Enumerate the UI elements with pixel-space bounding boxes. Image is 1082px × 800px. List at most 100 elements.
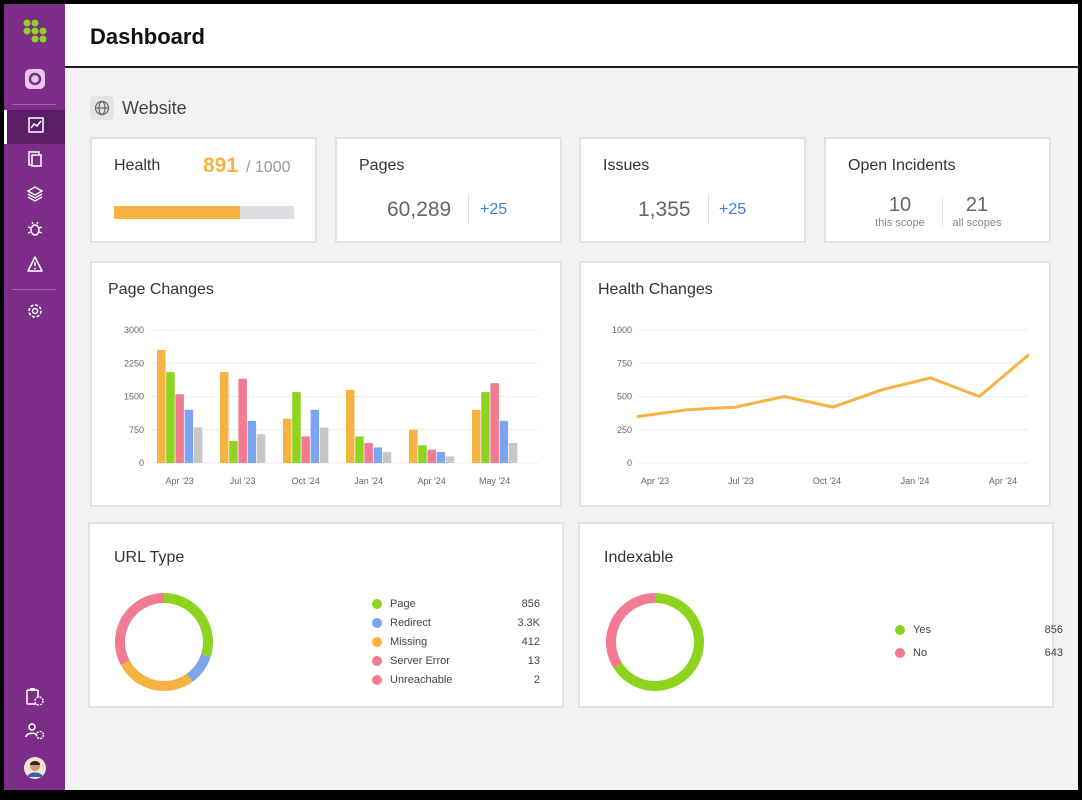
stat-divider [942, 197, 943, 227]
bar [481, 392, 490, 463]
scope-icon[interactable] [4, 62, 65, 96]
y-tick-label: 2250 [124, 358, 144, 368]
incidents-this-scope-label: this scope [875, 217, 925, 229]
issues-card[interactable]: Issues 1,355 +25 [579, 137, 806, 243]
donut-slice [606, 593, 704, 691]
bar [310, 409, 320, 463]
incidents-card[interactable]: Open Incidents 10 this scope 21 all scop… [824, 137, 1051, 243]
sidebar-divider [12, 104, 56, 105]
x-tick-label: May '24 [479, 476, 510, 486]
x-tick-label: Apr '24 [418, 476, 446, 486]
legend-label: Server Error [390, 655, 450, 667]
donut-slice [115, 593, 213, 691]
bar [319, 427, 329, 463]
health-changes-chart: 0 250 500 750 1000 Apr '23 Jul '23 Oct '24 Jan '… [612, 325, 1030, 486]
url-type-donut [115, 593, 213, 691]
indexable-card: Indexable Yes 856 No 643 [578, 522, 1063, 708]
bar [490, 383, 499, 463]
incidents-all-scopes-value: 21 [965, 194, 989, 216]
legend-label: Unreachable [390, 674, 453, 686]
bar [508, 443, 518, 463]
pages-count: 60,289 [387, 198, 452, 221]
y-tick-label: 750 [617, 358, 632, 368]
legend-item[interactable]: Missing 412 [372, 636, 540, 648]
sidebar-item-settings[interactable] [4, 296, 65, 330]
bar [373, 447, 383, 463]
legend-value: 412 [521, 636, 540, 648]
health-changes-card: Health Changes 0 250 500 750 1000 Apr '23 Jul … [579, 261, 1051, 507]
page-changes-chart: 0 750 1500 2250 3000 Apr '23 Jul '23 Oct '24 Jan… [124, 325, 538, 486]
donut-slice [115, 593, 213, 691]
sidebar-item-layers[interactable] [4, 179, 65, 213]
bar [418, 445, 427, 463]
y-tick-label: 750 [129, 425, 144, 435]
issues-delta: +25 [719, 201, 747, 218]
sidebar-item-incidents[interactable] [4, 249, 65, 283]
bar [499, 420, 509, 463]
health-progress-fill [114, 206, 240, 219]
settings-icon [26, 302, 44, 325]
bar [292, 392, 301, 463]
incidents-all-scopes[interactable]: 21 all scopes [942, 194, 1012, 229]
legend-item[interactable]: Server Error 13 [372, 655, 540, 667]
legend-value: 13 [527, 655, 540, 667]
bar [364, 443, 373, 463]
legend-item[interactable]: Page 856 [372, 598, 540, 610]
pages-delta: +25 [480, 201, 508, 218]
issues-count: 1,355 [638, 198, 691, 221]
x-tick-label: Apr '24 [989, 476, 1017, 486]
bar [184, 409, 194, 463]
sidebar-item-issues[interactable] [4, 214, 65, 248]
page-changes-card: Page Changes 0 750 1500 2250 3000 Apr '23 Jul … [90, 261, 562, 507]
warning-icon [26, 255, 43, 277]
legend-dot [372, 618, 382, 628]
y-tick-label: 500 [617, 392, 632, 402]
app-window: Dashboard Website Health 891 / 1000 Page… [4, 4, 1078, 790]
sidebar-item-scope-settings[interactable] [4, 682, 65, 716]
legend-value: 856 [521, 598, 540, 610]
health-card[interactable]: Health 891 / 1000 [90, 137, 317, 243]
legend-item[interactable]: Redirect 3.3K [372, 617, 540, 629]
y-tick-label: 0 [139, 458, 144, 468]
legend-value: 2 [533, 674, 540, 686]
bar [283, 418, 292, 463]
header: Dashboard [65, 4, 1078, 68]
legend-dot [372, 675, 382, 685]
sidebar-item-team-settings[interactable] [4, 716, 65, 750]
legend-label: Redirect [390, 617, 431, 629]
legend-item[interactable]: No 643 [895, 647, 1063, 659]
incidents-this-scope-value: 10 [888, 194, 912, 216]
legend-value: 643 [1044, 647, 1063, 659]
pages-card[interactable]: Pages 60,289 +25 [335, 137, 562, 243]
website-scope[interactable]: Website [90, 96, 187, 120]
health-max: / 1000 [246, 159, 291, 176]
bar [382, 451, 392, 463]
globe-icon [90, 96, 114, 120]
bar [472, 409, 481, 463]
clipboard-settings-icon [25, 687, 45, 712]
sidebar-item-dashboard[interactable] [4, 110, 65, 144]
legend-label: Page [390, 598, 416, 610]
x-tick-label: Jul '23 [230, 476, 256, 486]
health-title: Health [114, 157, 161, 174]
legend-item[interactable]: Yes 856 [895, 624, 1063, 636]
stat-divider [468, 194, 469, 224]
layers-icon [26, 185, 43, 207]
legend-label: No [913, 647, 928, 659]
bar [166, 372, 175, 463]
bar [445, 456, 455, 463]
incidents-this-scope[interactable]: 10 this scope [860, 194, 940, 229]
pages-title: Pages [359, 157, 405, 174]
sidebar-item-pages[interactable] [4, 144, 65, 178]
health-changes-title: Health Changes [598, 281, 713, 298]
logo-icon[interactable] [4, 14, 65, 48]
x-tick-label: Jan '24 [901, 476, 930, 486]
avatar[interactable] [4, 751, 65, 785]
bar [220, 372, 229, 463]
x-tick-label: Oct '24 [813, 476, 841, 486]
stat-divider [708, 194, 709, 224]
url-type-card: URL Type Page 856 Redirect 3.3K Missing 412 Se… [88, 522, 564, 708]
sidebar [4, 4, 65, 790]
legend-item[interactable]: Unreachable 2 [372, 674, 540, 686]
bar [436, 451, 446, 463]
